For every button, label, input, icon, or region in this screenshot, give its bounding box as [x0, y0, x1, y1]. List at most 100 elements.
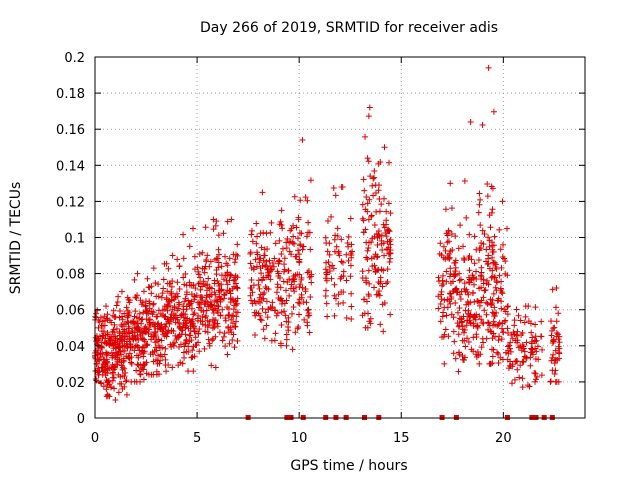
data-point: [501, 255, 508, 262]
data-point: [435, 274, 442, 281]
data-point: [120, 357, 127, 364]
data-point: [525, 303, 532, 310]
data-point: [446, 290, 453, 297]
data-point: [347, 273, 354, 280]
data-point: [126, 299, 133, 306]
data-point: [458, 288, 465, 295]
data-point: [140, 288, 147, 295]
y-tick-label: 0.12: [56, 195, 85, 210]
y-tick-label: 0.06: [56, 304, 85, 319]
data-point: [376, 292, 383, 299]
data-point: [248, 297, 255, 304]
data-point: [470, 334, 477, 341]
data-point: [253, 263, 260, 270]
data-point: [178, 326, 185, 333]
data-point: [479, 122, 486, 129]
data-point: [278, 207, 285, 214]
data-point: [300, 243, 307, 250]
data-point: [258, 317, 265, 324]
data-point: [297, 197, 304, 204]
data-point: [556, 350, 563, 357]
data-point: [338, 258, 345, 265]
data-point: [283, 331, 290, 338]
data-point: [457, 276, 464, 283]
data-point: [348, 252, 355, 259]
data-point: [202, 263, 209, 270]
data-point: [146, 326, 153, 333]
data-point: [525, 318, 532, 325]
data-point: [286, 239, 293, 246]
data-point: [366, 280, 373, 287]
data-point: [445, 333, 452, 340]
data-point: [254, 233, 261, 240]
data-point: [278, 222, 285, 229]
data-point: [269, 299, 276, 306]
data-point: [175, 362, 182, 369]
data-point: [471, 260, 478, 267]
data-point: [496, 333, 503, 340]
data-point: [209, 337, 216, 344]
data-point: [286, 248, 293, 255]
data-point: [451, 259, 458, 266]
data-points: [92, 64, 563, 420]
data-point: [451, 338, 458, 345]
data-point: [131, 276, 138, 283]
data-point: [437, 318, 444, 325]
data-point: [257, 230, 264, 237]
data-point: [531, 337, 538, 344]
data-point: [259, 276, 266, 283]
data-point: [280, 278, 287, 285]
data-point: [552, 347, 559, 354]
data-point: [97, 314, 104, 321]
data-point: [359, 268, 366, 275]
data-point: [493, 278, 500, 285]
data-point: [473, 331, 480, 338]
data-point: [509, 363, 516, 370]
data-point: [330, 184, 337, 191]
data-point: [470, 314, 477, 321]
data-point: [480, 294, 487, 301]
data-point: [484, 319, 491, 326]
data-point: [368, 212, 375, 219]
data-point: [141, 348, 148, 355]
data-point: [465, 291, 472, 298]
data-point: [442, 206, 449, 213]
data-point: [188, 305, 195, 312]
data-point: [225, 324, 232, 331]
data-point: [449, 246, 456, 253]
data-point: [345, 243, 352, 250]
data-point: [202, 314, 209, 321]
data-point: [140, 309, 147, 316]
data-point: [100, 322, 107, 329]
data-point: [373, 208, 380, 215]
data-point: [263, 258, 270, 265]
data-point: [479, 227, 486, 234]
data-point: [177, 312, 184, 319]
data-point: [451, 273, 458, 280]
data-point: [125, 353, 132, 360]
data-point: [135, 362, 142, 369]
data-point: [302, 194, 309, 201]
data-point: [483, 258, 490, 265]
data-point: [522, 313, 529, 320]
data-point: [487, 328, 494, 335]
data-point: [180, 349, 187, 356]
data-point: [305, 219, 312, 226]
data-point: [467, 118, 474, 125]
data-point: [486, 360, 493, 367]
data-point: [483, 246, 490, 253]
data-point: [126, 354, 133, 361]
data-point: [456, 305, 463, 312]
data-point: [247, 292, 254, 299]
data-point: [447, 270, 454, 277]
data-point: [123, 304, 130, 311]
data-point: [262, 309, 269, 316]
data-point: [190, 325, 197, 332]
data-point: [184, 315, 191, 322]
data-point: [234, 300, 241, 307]
data-point: [195, 271, 202, 278]
data-point: [381, 300, 388, 307]
data-point: [348, 241, 355, 248]
data-point: [470, 320, 477, 327]
data-point: [499, 254, 506, 261]
